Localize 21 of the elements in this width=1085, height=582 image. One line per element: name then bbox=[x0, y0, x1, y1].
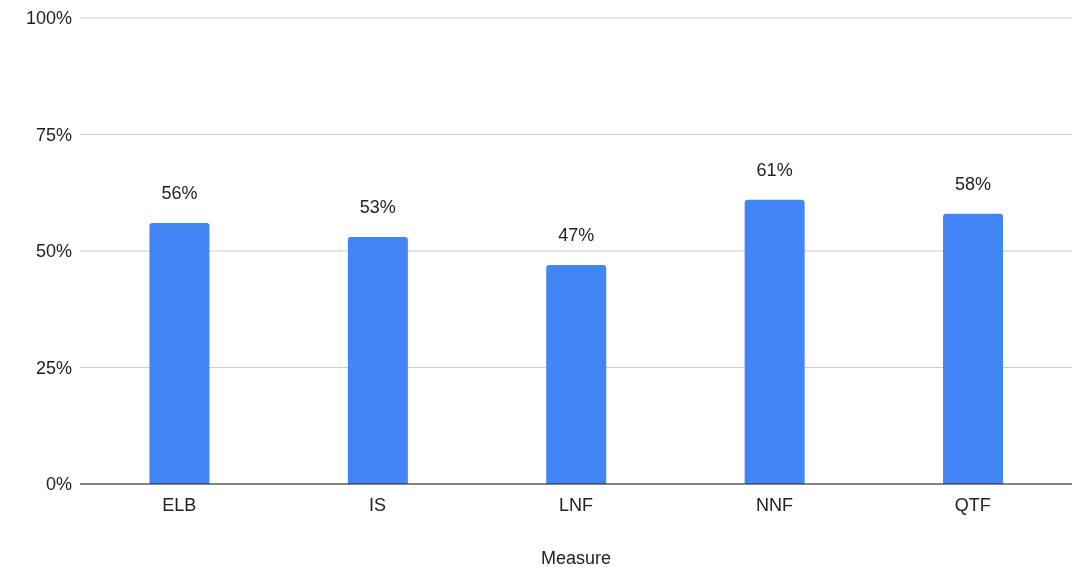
bar bbox=[943, 213, 1004, 484]
x-axis-title: Measure bbox=[540, 548, 612, 568]
y-tick-label: 25% bbox=[35, 357, 72, 378]
x-tick-label: LNF bbox=[558, 494, 594, 515]
data-label: 61% bbox=[756, 159, 793, 180]
y-tick-label: 50% bbox=[35, 241, 72, 262]
data-label: 58% bbox=[955, 173, 992, 194]
x-tick-label: NNF bbox=[755, 494, 793, 515]
x-tick-label: IS bbox=[369, 494, 387, 515]
bar bbox=[347, 237, 408, 484]
data-label: 56% bbox=[161, 183, 198, 204]
x-tick-label: ELB bbox=[162, 494, 197, 515]
data-label: 47% bbox=[558, 224, 595, 245]
y-tick-label: 100% bbox=[25, 8, 72, 29]
data-label: 53% bbox=[359, 197, 396, 218]
bar bbox=[744, 199, 805, 484]
bar bbox=[149, 223, 210, 484]
y-tick-label: 0% bbox=[45, 474, 72, 495]
bar bbox=[546, 264, 607, 484]
x-tick-label: QTF bbox=[954, 494, 991, 515]
y-tick-label: 75% bbox=[35, 124, 72, 145]
